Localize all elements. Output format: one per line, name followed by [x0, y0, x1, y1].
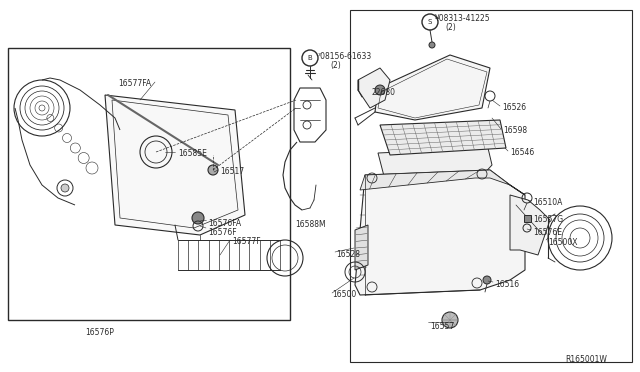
- Circle shape: [192, 212, 204, 224]
- Polygon shape: [105, 95, 245, 235]
- Text: 22680: 22680: [372, 88, 396, 97]
- Text: ³08156-61633: ³08156-61633: [318, 52, 372, 61]
- Text: 16576P: 16576P: [86, 328, 115, 337]
- Text: 16598: 16598: [503, 126, 527, 135]
- Polygon shape: [358, 68, 390, 108]
- Polygon shape: [375, 55, 490, 120]
- Text: 16557G: 16557G: [533, 215, 563, 224]
- Text: 16517: 16517: [220, 167, 244, 176]
- Circle shape: [61, 184, 69, 192]
- Text: 16585E: 16585E: [178, 149, 207, 158]
- Polygon shape: [360, 170, 525, 195]
- Polygon shape: [355, 170, 525, 295]
- Text: 16516: 16516: [495, 280, 519, 289]
- Text: 16500X: 16500X: [548, 238, 577, 247]
- Text: 16577FA: 16577FA: [118, 79, 151, 88]
- Text: ¥08313-41225: ¥08313-41225: [435, 14, 491, 23]
- Text: (2): (2): [330, 61, 340, 70]
- Polygon shape: [378, 148, 492, 180]
- Circle shape: [208, 165, 218, 175]
- Text: R165001W: R165001W: [565, 355, 607, 364]
- Polygon shape: [510, 195, 550, 255]
- Circle shape: [429, 42, 435, 48]
- Text: 16577F: 16577F: [232, 237, 260, 246]
- Text: 16557: 16557: [430, 322, 454, 331]
- Polygon shape: [380, 120, 506, 155]
- Text: (2): (2): [445, 23, 456, 32]
- Text: 16546: 16546: [510, 148, 534, 157]
- Circle shape: [442, 312, 458, 328]
- Text: 16576F: 16576F: [208, 228, 237, 237]
- Text: 16500: 16500: [332, 290, 356, 299]
- Text: 16510A: 16510A: [533, 198, 563, 207]
- Text: 16588M: 16588M: [295, 220, 326, 229]
- Text: B: B: [308, 55, 312, 61]
- Text: 16576E: 16576E: [533, 228, 562, 237]
- Circle shape: [483, 276, 491, 284]
- Bar: [524, 215, 531, 222]
- Circle shape: [375, 85, 385, 95]
- Text: 16576FA: 16576FA: [208, 219, 241, 228]
- Polygon shape: [355, 225, 368, 270]
- Text: 16526: 16526: [502, 103, 526, 112]
- Text: 16528: 16528: [336, 250, 360, 259]
- Bar: [350, 10, 632, 362]
- Bar: [8, 48, 290, 320]
- Text: S: S: [428, 19, 432, 25]
